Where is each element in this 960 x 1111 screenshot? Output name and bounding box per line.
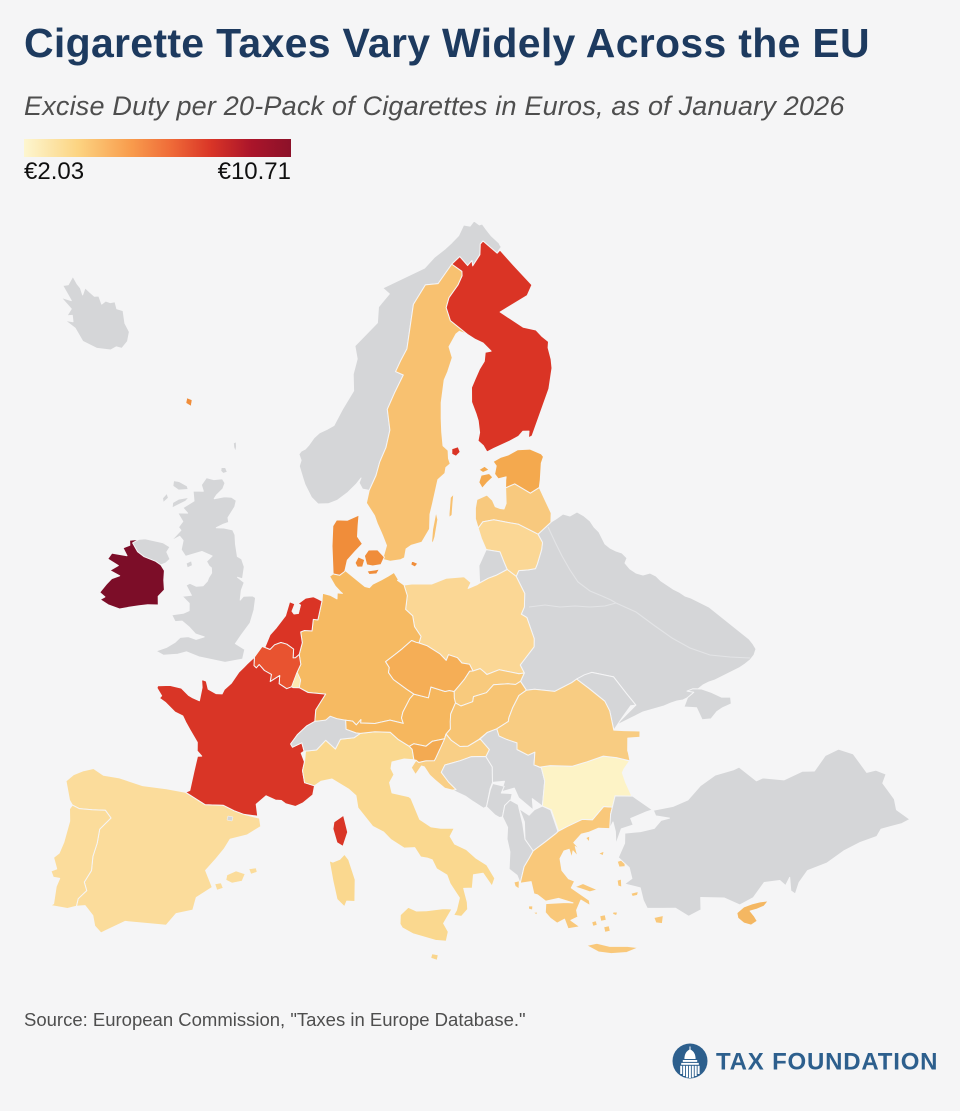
svg-text:TAX FOUNDATION: TAX FOUNDATION: [716, 1049, 938, 1076]
